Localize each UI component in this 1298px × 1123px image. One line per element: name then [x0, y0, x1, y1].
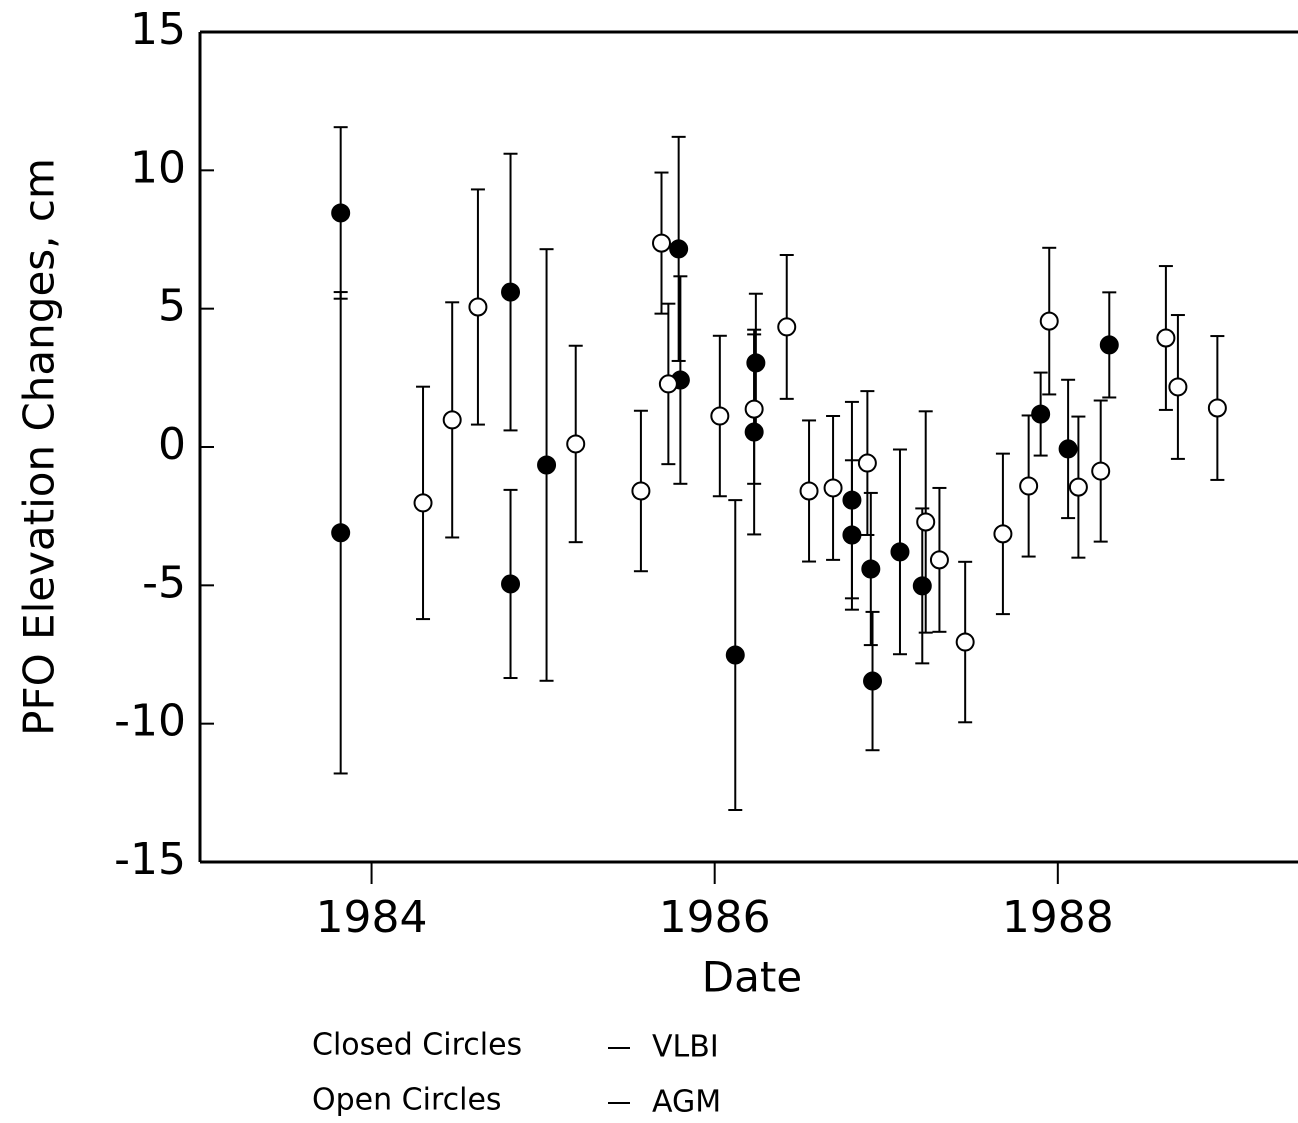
point: [857, 453, 877, 473]
point: [823, 478, 843, 498]
legend-label: Open Circles: [312, 1083, 502, 1118]
point: [912, 576, 932, 596]
point: [1019, 476, 1039, 496]
point: [725, 645, 745, 665]
point: [669, 239, 689, 259]
y-tick-label: 5: [158, 281, 186, 332]
x-tick-label: 1988: [1002, 892, 1114, 943]
point: [890, 542, 910, 562]
point: [863, 671, 883, 691]
y-tick-label: -15: [114, 834, 186, 885]
point: [916, 512, 936, 532]
point: [799, 481, 819, 501]
y-tick-label: -10: [114, 696, 186, 747]
point: [1068, 477, 1088, 497]
point: [861, 559, 881, 579]
point: [1058, 439, 1078, 459]
y-tick-label: -5: [142, 557, 186, 608]
point: [1031, 404, 1051, 424]
point: [331, 203, 351, 223]
point: [501, 282, 521, 302]
point: [929, 550, 949, 570]
point: [1156, 328, 1176, 348]
y-tick-label: 15: [130, 4, 186, 55]
y-tick-label: 10: [130, 142, 186, 193]
x-tick-label: 1984: [316, 892, 428, 943]
legend-label: Closed Circles: [312, 1028, 522, 1063]
point: [1207, 398, 1227, 418]
legend-entry: AGM: [652, 1085, 721, 1120]
point: [658, 374, 678, 394]
point: [652, 233, 672, 253]
point: [744, 399, 764, 419]
point: [710, 406, 730, 426]
point: [842, 525, 862, 545]
point: [537, 455, 557, 475]
point: [566, 434, 586, 454]
point: [1168, 377, 1188, 397]
y-axis-label: PFO Elevation Changes, cm: [15, 158, 64, 736]
point: [442, 410, 462, 430]
point: [501, 574, 521, 594]
y-tick-label: 0: [158, 419, 186, 470]
x-tick-label: 1986: [659, 892, 771, 943]
x-axis-label: Date: [702, 953, 802, 1002]
point: [468, 297, 488, 317]
point: [1039, 311, 1059, 331]
point: [631, 481, 651, 501]
point: [413, 493, 433, 513]
point: [1099, 335, 1119, 355]
point: [777, 317, 797, 337]
legend-entry: VLBI: [652, 1030, 719, 1065]
point: [1091, 461, 1111, 481]
point: [331, 523, 351, 543]
point: [955, 632, 975, 652]
point: [746, 353, 766, 373]
point: [993, 524, 1013, 544]
